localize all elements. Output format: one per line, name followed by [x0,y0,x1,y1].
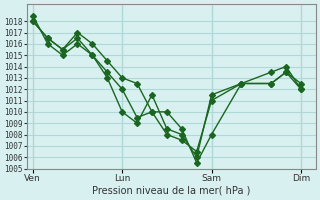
X-axis label: Pression niveau de la mer( hPa ): Pression niveau de la mer( hPa ) [92,186,251,196]
